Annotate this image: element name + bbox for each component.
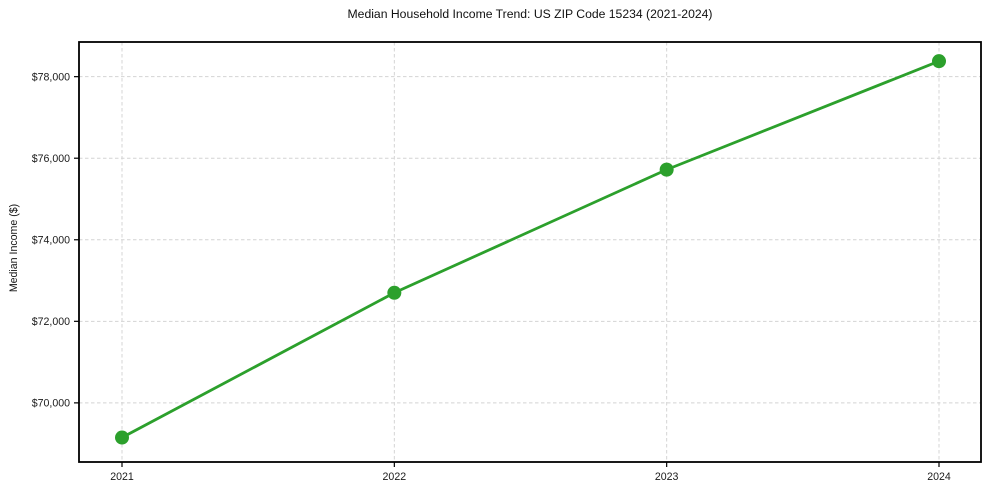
data-point-2023: [659, 162, 674, 177]
data-point-2024: [932, 54, 946, 69]
y-tick-label: $76,000: [32, 153, 70, 165]
y-tick-label: $70,000: [32, 398, 70, 410]
x-tick-label: 2021: [110, 471, 134, 483]
data-point-2021: [115, 430, 129, 445]
chart-title: Median Household Income Trend: US ZIP Co…: [347, 7, 713, 21]
x-tick-label: 2022: [383, 471, 407, 483]
data-point-2022: [387, 285, 402, 300]
y-tick-label: $74,000: [32, 235, 70, 247]
y-tick-label: $72,000: [32, 316, 70, 328]
x-tick-label: 2023: [655, 471, 679, 483]
y-tick-label: $78,000: [32, 71, 70, 83]
trend-line: [120, 59, 941, 439]
x-tick-label: 2024: [927, 471, 951, 483]
plot-border: [78, 41, 982, 463]
